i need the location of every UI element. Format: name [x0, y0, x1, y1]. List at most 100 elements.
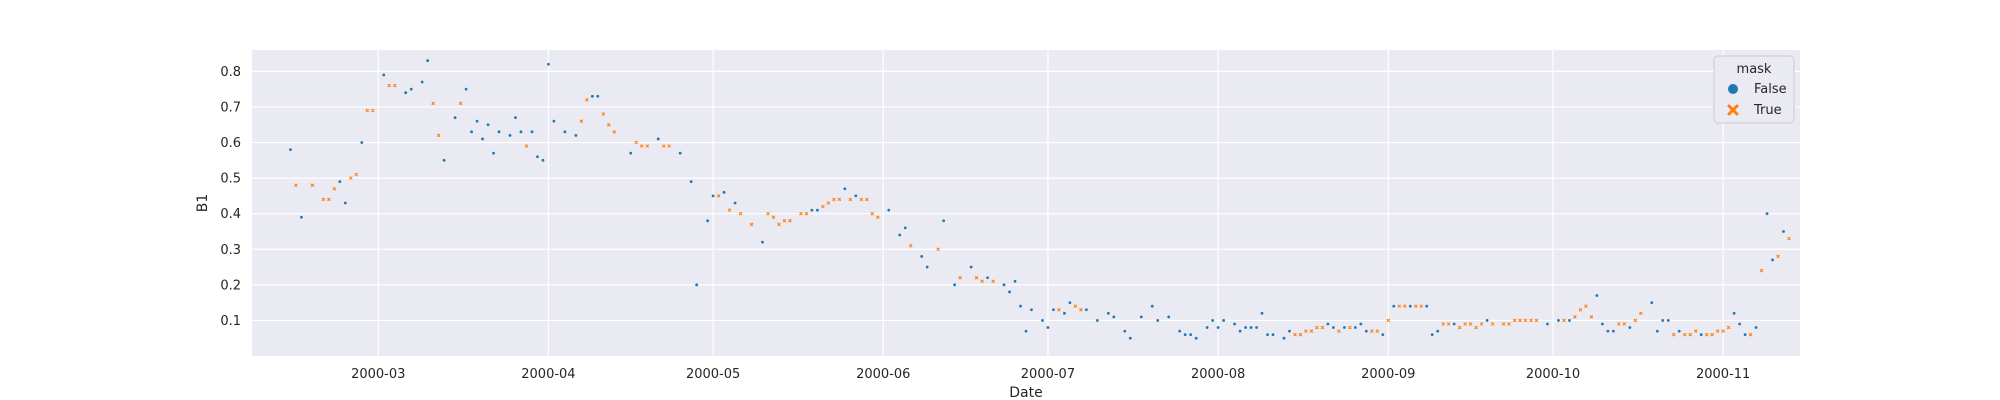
data-point-true	[1304, 329, 1308, 333]
data-point-true	[1633, 318, 1637, 323]
plot-background	[252, 50, 1800, 356]
data-point-false	[1216, 326, 1220, 329]
data-point-false	[1408, 304, 1412, 308]
data-point-true	[579, 119, 584, 123]
legend-marker-false	[1728, 84, 1738, 94]
data-point-true	[1320, 325, 1325, 330]
data-point-true	[1348, 325, 1352, 330]
data-point-true	[524, 144, 529, 148]
data-point-false	[300, 215, 303, 219]
data-point-true	[1578, 308, 1583, 312]
data-point-true	[634, 140, 638, 145]
data-point-false	[629, 151, 633, 155]
data-point-true	[1468, 322, 1473, 326]
x-tick-label: 2000-03	[351, 367, 405, 382]
data-point-false	[1266, 333, 1269, 337]
data-point-true	[607, 123, 611, 127]
data-point-false	[706, 219, 710, 223]
data-point-true	[431, 101, 435, 106]
data-point-false	[1738, 322, 1742, 326]
data-point-false	[1359, 322, 1363, 326]
data-point-false	[1546, 322, 1549, 326]
data-point-true	[332, 187, 336, 191]
data-point-true	[327, 197, 331, 202]
data-point-false	[1167, 315, 1171, 319]
data-point-false	[1156, 319, 1160, 322]
data-point-false	[1271, 333, 1275, 337]
data-point-true	[436, 133, 441, 138]
data-point-false	[1178, 329, 1182, 333]
data-point-false	[497, 130, 501, 134]
legend-box	[1713, 55, 1795, 124]
data-point-true	[393, 83, 397, 88]
x-tick-label: 2000-07	[1021, 367, 1075, 382]
data-point-true	[354, 172, 358, 177]
data-point-false	[1568, 319, 1571, 322]
data-point-true	[1375, 329, 1379, 333]
data-point-true	[294, 183, 298, 187]
data-point-true	[1688, 333, 1692, 337]
data-point-false	[514, 116, 517, 120]
data-point-true	[771, 215, 776, 219]
data-point-false	[1288, 329, 1291, 333]
data-point-false	[1052, 308, 1055, 312]
data-point-false	[1430, 333, 1434, 337]
data-point-false	[1611, 329, 1615, 333]
data-point-true	[958, 276, 962, 280]
data-point-true	[1683, 333, 1687, 337]
data-point-false	[1650, 301, 1654, 305]
data-point-false	[695, 283, 699, 287]
data-point-false	[1392, 304, 1396, 308]
data-point-true	[371, 108, 375, 113]
data-point-false	[733, 201, 737, 205]
data-point-false	[1139, 315, 1143, 319]
data-point-true	[738, 212, 743, 216]
data-point-false	[1233, 322, 1236, 326]
data-point-false	[508, 133, 512, 137]
data-point-false	[536, 155, 539, 159]
x-tick-label: 2000-11	[1696, 367, 1750, 382]
data-point-false	[1123, 329, 1127, 333]
data-point-true	[766, 212, 770, 216]
data-point-false	[1699, 333, 1703, 337]
data-point-true	[909, 244, 913, 248]
data-point-true	[876, 215, 880, 219]
data-point-false	[689, 180, 693, 184]
data-point-true	[1441, 322, 1445, 326]
data-point-false	[969, 265, 973, 269]
data-point-false	[547, 62, 550, 66]
data-point-true	[585, 98, 589, 102]
legend-label: True	[1753, 103, 1782, 118]
x-tick-label: 2000-10	[1526, 367, 1580, 382]
data-point-false	[1068, 301, 1072, 305]
data-point-false	[1765, 212, 1769, 216]
data-point-false	[953, 283, 957, 287]
data-point-true	[1562, 318, 1566, 323]
data-point-true	[1726, 325, 1731, 330]
data-point-false	[590, 94, 594, 98]
data-point-true	[1447, 322, 1451, 326]
data-point-false	[903, 226, 907, 230]
data-point-false	[1628, 326, 1632, 329]
data-point-true	[832, 197, 836, 202]
data-point-false	[1677, 329, 1681, 333]
data-point-true	[1386, 318, 1390, 323]
data-point-true	[1710, 333, 1714, 337]
data-point-false	[470, 130, 473, 134]
data-point-true	[321, 197, 326, 202]
data-point-false	[1381, 333, 1385, 337]
data-point-false	[1013, 279, 1017, 283]
data-point-false	[898, 233, 902, 237]
data-point-false	[1024, 329, 1028, 333]
data-point-false	[942, 219, 946, 223]
data-point-false	[1326, 322, 1330, 326]
data-point-false	[541, 158, 545, 162]
data-point-false	[574, 133, 578, 137]
data-point-false	[711, 194, 715, 198]
data-point-true	[870, 212, 874, 216]
data-point-true	[859, 197, 863, 202]
data-point-false	[1249, 326, 1253, 329]
data-point-true	[1463, 322, 1467, 326]
data-point-false	[404, 91, 408, 95]
data-point-false	[492, 151, 495, 155]
